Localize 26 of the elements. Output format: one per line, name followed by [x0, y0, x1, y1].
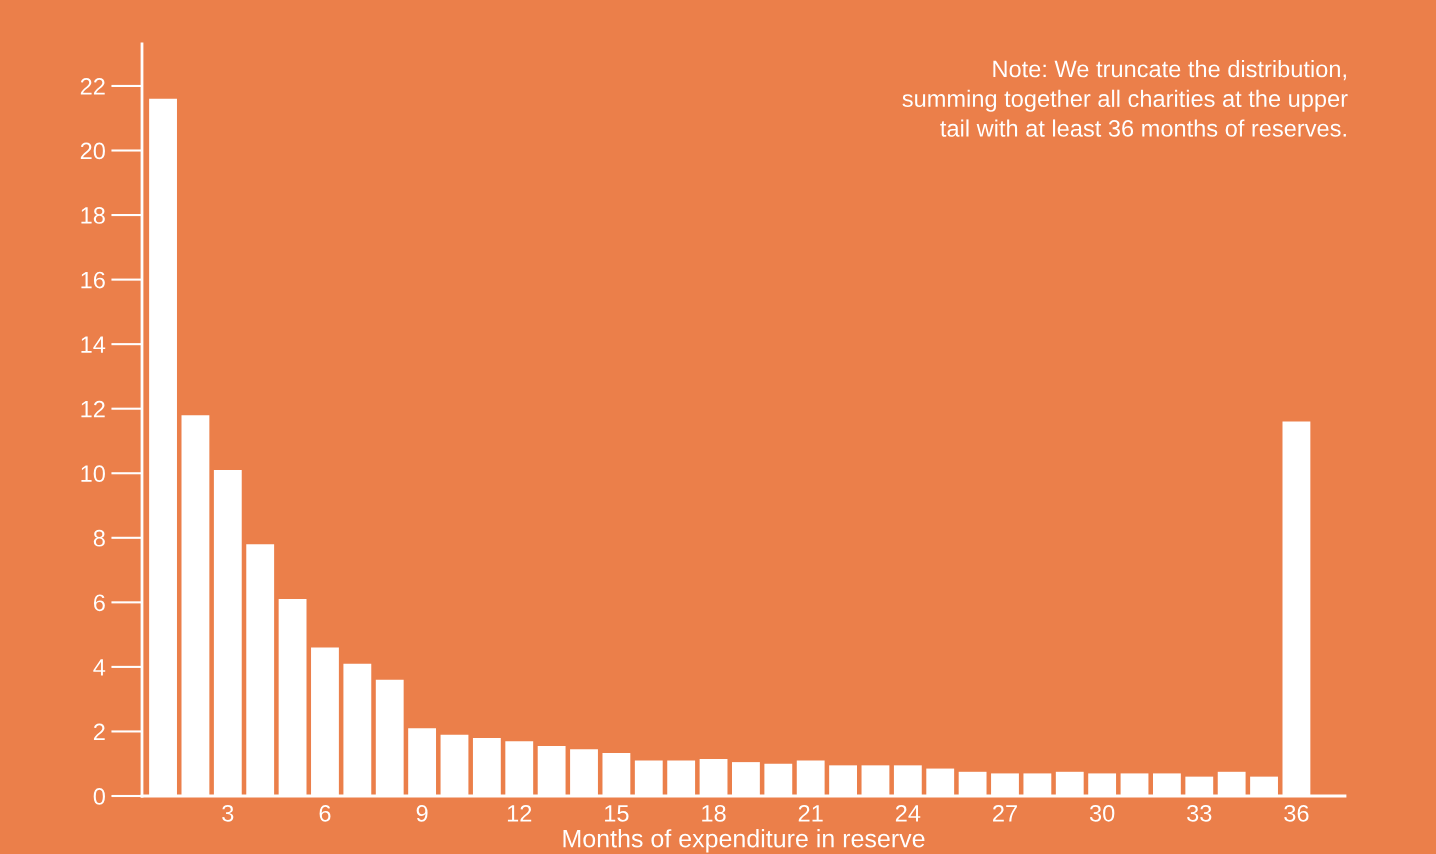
y-tick-label: 16 [81, 271, 105, 289]
x-tick-label: 3 [222, 804, 234, 822]
x-tick-label: 18 [702, 804, 726, 822]
y-tick-label: 22 [80, 78, 105, 95]
x-tick-label: 9 [416, 804, 428, 822]
y-tick-label: 6 [93, 594, 105, 612]
x-axis-title: Months of expenditure in reserve [563, 829, 925, 853]
y-tick-label: 14 [81, 336, 106, 353]
annotation: Note: We truncate the distribution, summing together all charities at the upper tail with at least 36 months of reserves. [902, 60, 1348, 137]
y-tick-label: 10 [81, 465, 105, 483]
y-tick-label: 8 [93, 529, 105, 547]
y-tick-label: 20 [80, 142, 105, 160]
x-tick-label: 30 [1089, 804, 1115, 822]
y-tick-label: 12 [81, 400, 105, 418]
y-tick-label: 0 [93, 788, 105, 805]
x-tick-label: 27 [993, 804, 1017, 822]
y-tick-label: 18 [81, 207, 105, 224]
x-tick-label: 33 [1187, 804, 1212, 822]
y-tick-label: 4 [93, 659, 106, 676]
x-tick-label: 15 [605, 805, 629, 822]
x-tick-label: 12 [507, 804, 532, 822]
x-tick-label: 36 [1284, 804, 1309, 822]
x-tick-label: 24 [895, 804, 921, 822]
x-tick-label: 21 [798, 804, 823, 822]
y-tick-label: 2 [93, 723, 105, 741]
x-tick-label: 6 [319, 804, 331, 822]
